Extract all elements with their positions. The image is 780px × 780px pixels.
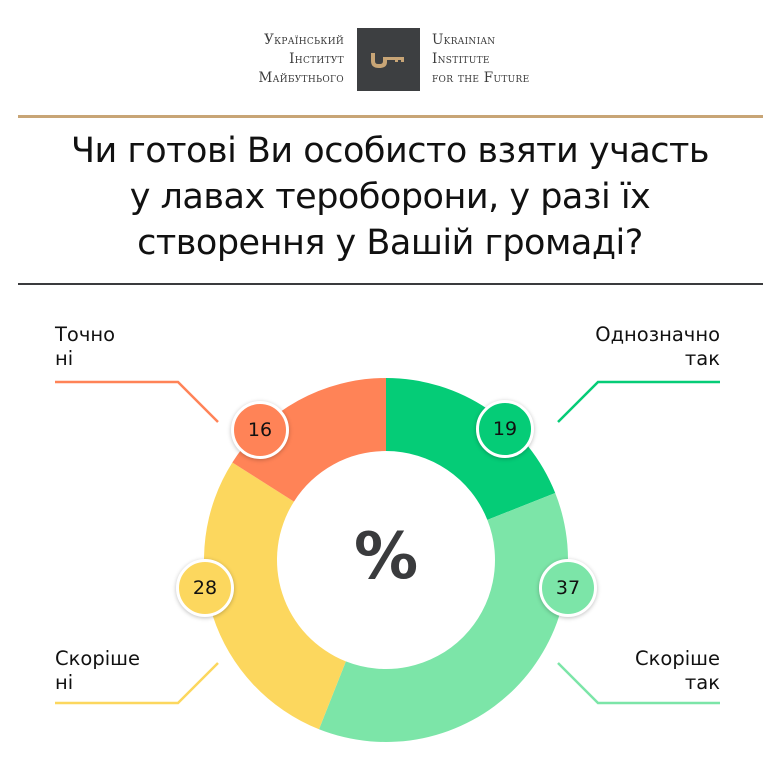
logo-header: Український Інститут Майбутнього Ukraini… xyxy=(0,28,780,92)
logo-en-line-1: Ukrainian xyxy=(432,32,496,48)
segment-definitely-no xyxy=(232,378,386,502)
logo-en-line-3: for the Future xyxy=(432,70,530,86)
divider-top xyxy=(18,115,763,118)
connector-definitely-yes xyxy=(557,380,720,423)
segment-definitely-yes xyxy=(386,378,556,520)
key-icon xyxy=(371,53,404,68)
label-definitely-no: Точно ні xyxy=(55,323,115,371)
logo-ua-line-3: Майбутнього xyxy=(258,70,344,86)
logo-ua-line-1: Український xyxy=(264,32,344,48)
logo-ua-line-2: Інститут xyxy=(289,51,344,67)
center-percent-symbol: % xyxy=(353,520,419,594)
connector-rather-no xyxy=(55,662,219,705)
divider-bottom xyxy=(18,283,763,285)
title-line-1: Чи готові Ви особисто взяти участь xyxy=(70,131,710,171)
label-rather-no-line-2: ні xyxy=(55,671,74,694)
connector-rather-yes xyxy=(557,662,720,705)
badge-definitely-no: 16 xyxy=(231,401,289,459)
connector-definitely-no xyxy=(55,380,219,423)
label-definitely-yes: Однозначно так xyxy=(595,323,720,371)
label-definitely-no-line-1: Точно xyxy=(55,323,116,346)
label-definitely-yes-line-1: Однозначно xyxy=(595,323,720,346)
chart-title: Чи готові Ви особисто взяти участь у лав… xyxy=(0,128,780,266)
title-line-3: створення у Вашій громаді? xyxy=(137,223,643,263)
label-rather-yes-line-2: так xyxy=(684,671,720,694)
label-rather-yes-line-1: Скоріше xyxy=(635,647,720,670)
title-line-2: у лавах тероборони, у разі їх xyxy=(129,177,651,217)
logo-text-english: Ukrainian Institute for the Future xyxy=(432,31,530,88)
badge-rather-yes: 37 xyxy=(539,559,597,617)
label-rather-no-line-1: Скоріше xyxy=(55,647,140,670)
badge-definitely-yes: 19 xyxy=(476,400,534,458)
label-definitely-no-line-2: ні xyxy=(55,347,74,370)
segment-rather-yes xyxy=(319,493,568,742)
segment-rather-no xyxy=(204,462,346,730)
badge-rather-no: 28 xyxy=(176,559,234,617)
logo-mark xyxy=(357,28,420,91)
label-rather-no: Скоріше ні xyxy=(55,647,140,695)
logo-text-ukrainian: Український Інститут Майбутнього xyxy=(258,31,344,88)
label-rather-yes: Скоріше так xyxy=(635,647,720,695)
logo-en-line-2: Institute xyxy=(432,51,490,67)
label-definitely-yes-line-2: так xyxy=(684,347,720,370)
donut-segments xyxy=(204,378,568,742)
